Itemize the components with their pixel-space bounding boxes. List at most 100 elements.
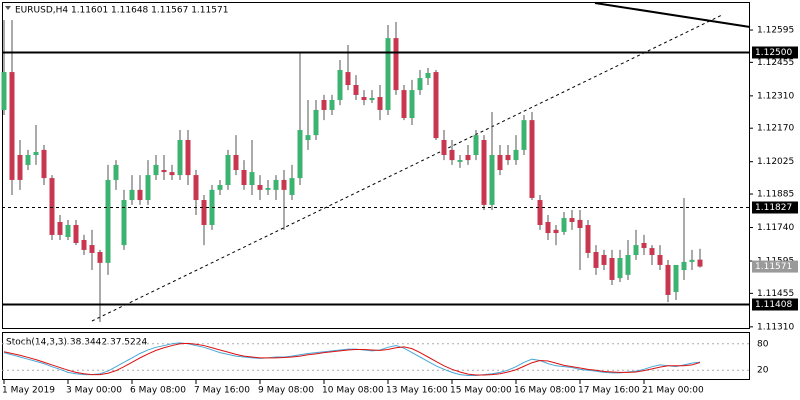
candle-body xyxy=(241,170,247,186)
candle-body xyxy=(193,175,199,201)
candle-body xyxy=(9,72,15,180)
candle-body xyxy=(257,185,263,190)
candle-body xyxy=(641,242,647,249)
stoch-line xyxy=(3,342,701,376)
candle-body xyxy=(225,154,231,186)
candle-body xyxy=(337,69,343,101)
candle-body xyxy=(73,224,79,243)
candle-body xyxy=(665,264,671,295)
candle-body xyxy=(625,255,631,275)
candle-body xyxy=(409,90,415,119)
candle-body xyxy=(585,224,591,253)
candle-body xyxy=(233,154,239,171)
candle-body xyxy=(353,85,359,95)
stoch-line xyxy=(3,342,701,376)
candle-body xyxy=(505,154,511,161)
candle-body xyxy=(457,160,463,162)
candle-body xyxy=(393,38,399,91)
current-price-label: 1.11571 xyxy=(755,262,792,272)
candle-body xyxy=(481,139,487,205)
level-price-box xyxy=(752,201,798,214)
candle-body xyxy=(81,239,87,250)
trend-line[interactable] xyxy=(594,2,751,28)
candle-body xyxy=(249,172,255,186)
current-price-box xyxy=(752,260,798,273)
stoch-panel-frame xyxy=(2,332,750,380)
candle-body xyxy=(17,154,23,180)
candle-body xyxy=(105,179,111,263)
candle-body xyxy=(57,221,63,235)
candle-body xyxy=(89,245,95,253)
x-tick-label: 16 May 08:00 xyxy=(514,386,576,396)
candle-body xyxy=(689,259,695,262)
candle-body xyxy=(657,255,663,265)
candle-body xyxy=(201,200,207,225)
x-tick-label: 9 May 08:00 xyxy=(258,386,314,396)
candle-body xyxy=(25,154,31,165)
symbol-title: EURUSD,H4 1.11601 1.11648 1.11567 1.1157… xyxy=(15,6,228,16)
candle-body xyxy=(305,135,311,140)
candle-body xyxy=(417,78,423,91)
candle-body xyxy=(265,188,271,190)
stoch-title: Stoch(14,3,3) 38.3442 37.5224 xyxy=(6,338,147,348)
candle-body xyxy=(593,252,599,268)
y-tick-label: 1.12025 xyxy=(757,157,794,167)
trend-line[interactable] xyxy=(91,14,723,322)
candle-body xyxy=(1,72,7,110)
candle-body xyxy=(617,258,623,279)
candle-body xyxy=(177,139,183,176)
candle-body xyxy=(129,189,135,201)
candle-body xyxy=(313,109,319,136)
candle-body xyxy=(345,72,351,86)
candle-body xyxy=(561,218,567,232)
x-tick-label: 17 May 16:00 xyxy=(578,386,640,396)
candle-body xyxy=(441,139,447,155)
candle-body xyxy=(273,179,279,190)
candle-body xyxy=(609,258,615,280)
candle-body xyxy=(569,218,575,222)
candle-body xyxy=(121,200,127,246)
candle-body xyxy=(153,164,159,176)
x-tick-label: 6 May 08:00 xyxy=(130,386,186,396)
candle-body xyxy=(385,38,391,110)
collapse-icon[interactable] xyxy=(5,6,11,10)
y-tick-label: 80 xyxy=(757,339,769,349)
candle-body xyxy=(633,245,639,256)
candle-body xyxy=(217,185,223,190)
level-price-label: 1.11827 xyxy=(755,203,792,213)
candle-body xyxy=(521,120,527,150)
x-tick-label: 15 May 00:00 xyxy=(450,386,512,396)
x-tick-label: 7 May 16:00 xyxy=(194,386,250,396)
candle-body xyxy=(401,90,407,119)
x-tick-label: 10 May 08:00 xyxy=(322,386,384,396)
candle-body xyxy=(33,151,39,155)
candle-body xyxy=(577,219,583,228)
candle-body xyxy=(681,261,687,271)
level-price-label: 1.12500 xyxy=(755,48,792,58)
candle-body xyxy=(369,97,375,101)
y-tick-label: 1.11310 xyxy=(757,322,794,332)
candle-body xyxy=(113,164,119,180)
candle-body xyxy=(545,221,551,234)
candle-body xyxy=(673,264,679,292)
y-tick-label: 1.11740 xyxy=(757,223,794,233)
level-price-box xyxy=(752,46,798,59)
y-tick-label: 1.11455 xyxy=(757,289,794,299)
candle-body xyxy=(449,149,455,161)
x-tick-label: 21 May 00:00 xyxy=(642,386,704,396)
candle-body xyxy=(185,139,191,176)
candle-body xyxy=(321,100,327,110)
y-tick-label: 1.12455 xyxy=(757,58,794,68)
candle-body xyxy=(377,97,383,110)
candle-body xyxy=(697,259,703,267)
candle-body xyxy=(289,178,295,195)
candle-body xyxy=(513,149,519,161)
candle-body xyxy=(473,135,479,155)
candle-body xyxy=(65,224,71,237)
y-tick-label: 1.11885 xyxy=(757,190,794,200)
candle-body xyxy=(169,172,175,176)
candle-body xyxy=(49,178,55,235)
candle-body xyxy=(465,154,471,161)
candle-body xyxy=(649,248,655,256)
